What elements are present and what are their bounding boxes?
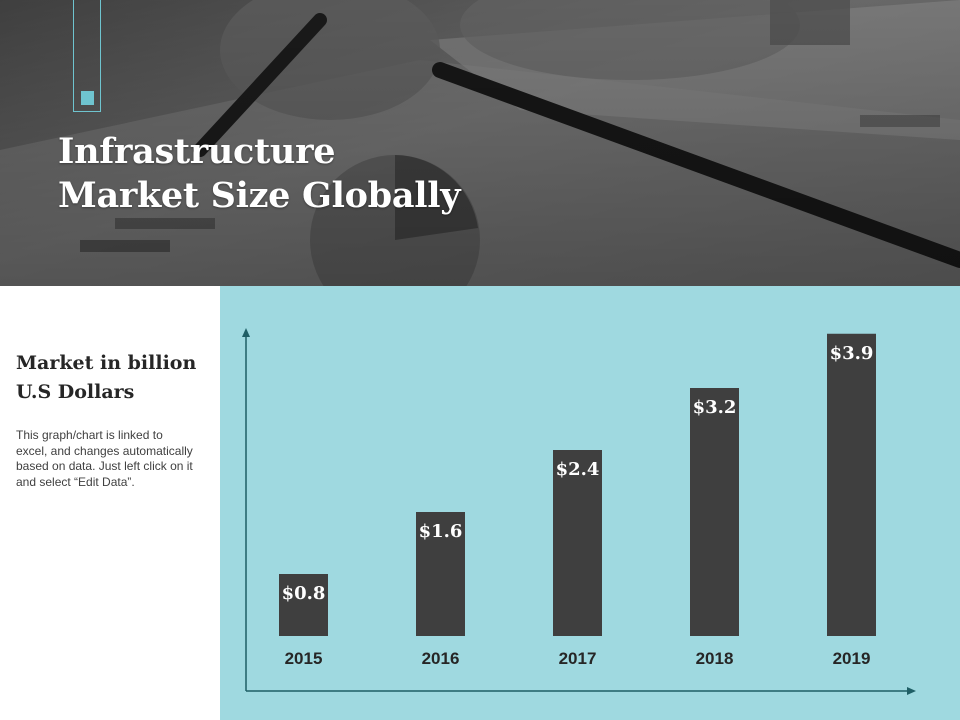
data-label-2017: $2.4 <box>556 459 600 480</box>
x-tick-label-2016: 2016 <box>422 649 460 668</box>
data-label-2019: $3.9 <box>830 343 874 364</box>
data-label-2018: $3.2 <box>693 397 737 418</box>
page-title-line-2: Market Size Globally <box>58 175 461 216</box>
page-title-line-1: Infrastructure <box>58 131 336 172</box>
hero-banner: Infrastructure Market Size Globally <box>0 0 960 286</box>
bar-2018[interactable] <box>690 388 739 636</box>
chart-note: This graph/chart is linked to excel, and… <box>16 428 193 489</box>
bar-2015[interactable] <box>279 574 328 636</box>
bar-2017[interactable] <box>553 450 602 636</box>
x-tick-label-2019: 2019 <box>833 649 871 668</box>
hero-background-photo <box>0 0 960 286</box>
page-title: Infrastructure Market Size Globally <box>58 130 461 218</box>
x-tick-label-2018: 2018 <box>696 649 734 668</box>
bar-2016[interactable] <box>416 512 465 636</box>
unit-heading-line-2: U.S Dollars <box>16 381 135 403</box>
accent-frame <box>73 0 101 112</box>
sidebar: Market in billion U.S Dollars This graph… <box>0 286 220 720</box>
bar-2019[interactable] <box>827 333 876 636</box>
x-tick-label-2015: 2015 <box>285 649 323 668</box>
unit-heading: Market in billion U.S Dollars <box>16 349 196 407</box>
accent-square <box>81 91 94 105</box>
data-label-2015: $0.8 <box>282 583 326 604</box>
unit-heading-line-1: Market in billion <box>16 352 197 374</box>
bar-chart[interactable]: $0.8 2015 $1.6 2016 $2.4 2017 $3.2 2018 $3.9 2019 <box>220 286 960 720</box>
chart-panel: $0.8 2015 $1.6 2016 $2.4 2017 $3.2 2018 $3.9 2019 <box>220 286 960 720</box>
x-tick-label-2017: 2017 <box>559 649 597 668</box>
data-label-2016: $1.6 <box>419 521 463 542</box>
